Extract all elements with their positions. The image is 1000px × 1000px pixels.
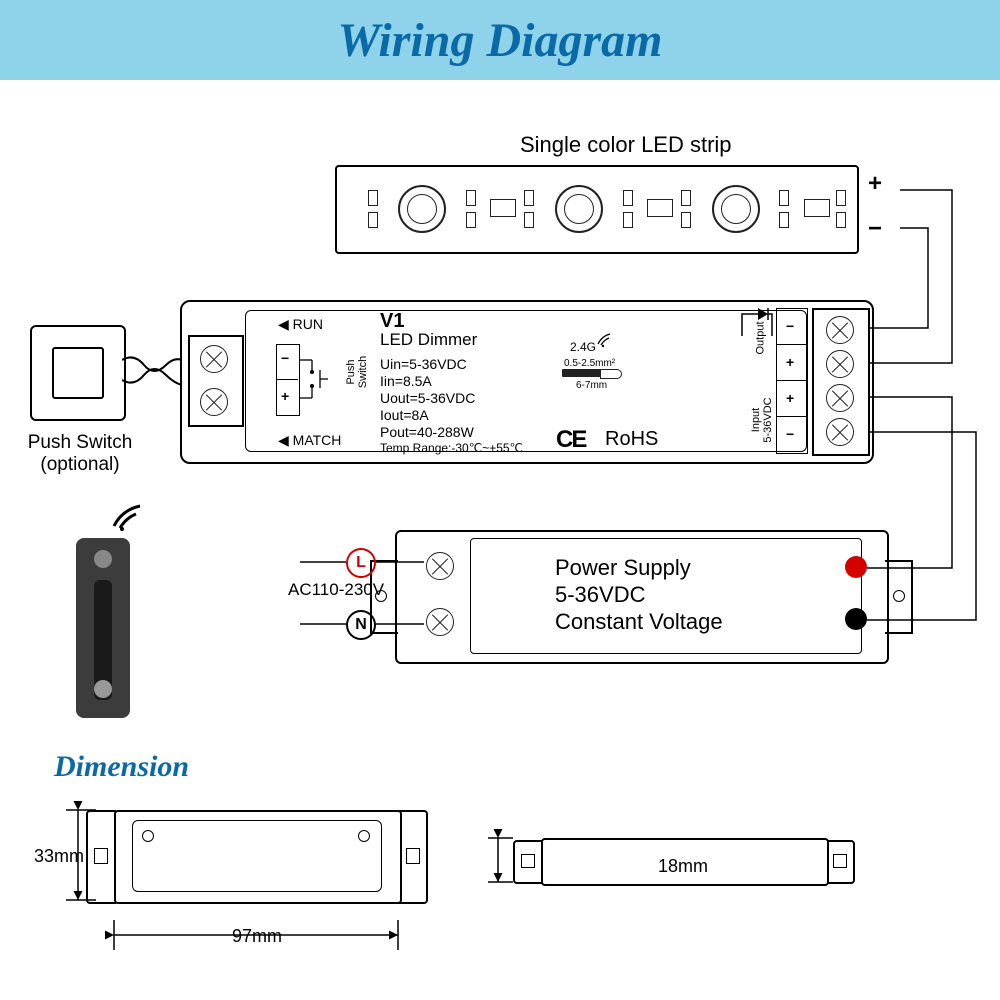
dc-minus-terminal xyxy=(845,608,867,630)
wifi-icon xyxy=(596,330,618,348)
psu-title1: Power Supply xyxy=(555,555,691,581)
diagram-canvas: Wiring Diagram Single color LED strip + … xyxy=(0,0,1000,1000)
rohs-mark: RoHS xyxy=(605,428,658,451)
wire-spec-top: 0.5-2.5mm² xyxy=(564,358,615,369)
diode-icon xyxy=(738,306,778,342)
screw-icon xyxy=(826,384,854,412)
led-minus: − xyxy=(868,215,882,243)
wireless-label: 2.4G xyxy=(570,340,596,354)
run-label: ◀ RUN xyxy=(278,316,323,333)
remote-slider xyxy=(94,680,112,698)
dimmer-name: LED Dimmer xyxy=(380,330,477,350)
term-plus: + xyxy=(786,354,794,370)
dimmer-spec-3: Iout=8A xyxy=(380,407,429,423)
dimmer-spec-0: Uin=5-36VDC xyxy=(380,356,467,374)
term-minus: − xyxy=(786,318,794,334)
push-switch-symbol-icon xyxy=(300,344,334,416)
screw-icon xyxy=(426,608,454,636)
led-chip-icon xyxy=(398,185,446,233)
ps-minus: − xyxy=(281,350,289,366)
psu-title2: 5-36VDC xyxy=(555,582,645,608)
screw-icon xyxy=(426,552,454,580)
match-label: ◀ MATCH xyxy=(278,432,341,449)
remote-led-icon xyxy=(94,550,112,568)
screw-icon xyxy=(826,350,854,378)
dim-d: 18mm xyxy=(658,856,708,877)
input-label: Input 5-36VDC xyxy=(750,390,774,450)
dimmer-spec-4: Pout=40-288W xyxy=(380,424,474,440)
twisted-wire-icon xyxy=(122,345,182,415)
led-plus: + xyxy=(868,170,882,198)
term-minus2: − xyxy=(786,426,794,442)
page-title: Wiring Diagram xyxy=(338,13,663,68)
dim-w: 97mm xyxy=(232,926,282,947)
led-chip-icon xyxy=(555,185,603,233)
led-strip-label: Single color LED strip xyxy=(520,132,732,158)
push-switch-inline-label: Push Switch xyxy=(345,347,369,397)
psu-title3: Constant Voltage xyxy=(555,609,723,635)
ps-plus: + xyxy=(281,388,289,404)
signal-icon xyxy=(108,502,158,532)
term-plus2: + xyxy=(786,390,794,406)
screw-icon xyxy=(826,316,854,344)
dimmer-spec-5: Temp Range:-30℃~+55℃ xyxy=(380,441,523,455)
dimmer-spec-2: Uout=5-36VDC xyxy=(380,390,475,406)
dimension-heading: Dimension xyxy=(54,750,189,784)
screw-icon xyxy=(200,388,228,416)
dim-h: 33mm xyxy=(34,846,84,867)
wire-spec-bot: 6-7mm xyxy=(576,380,607,391)
screw-icon xyxy=(826,418,854,446)
screw-icon xyxy=(200,345,228,373)
dimmer-spec-1: Iin=8.5A xyxy=(380,373,432,389)
ac-live: L xyxy=(346,548,376,578)
ac-voltage: AC110-230V xyxy=(288,580,384,600)
title-bar: Wiring Diagram xyxy=(0,0,1000,80)
led-chip-icon xyxy=(712,185,760,233)
ac-neutral: N xyxy=(346,610,376,640)
push-switch-button xyxy=(52,347,104,399)
dc-plus-terminal xyxy=(845,556,867,578)
push-switch-label: Push Switch (optional) xyxy=(20,432,140,476)
ce-mark: CE xyxy=(556,426,585,454)
